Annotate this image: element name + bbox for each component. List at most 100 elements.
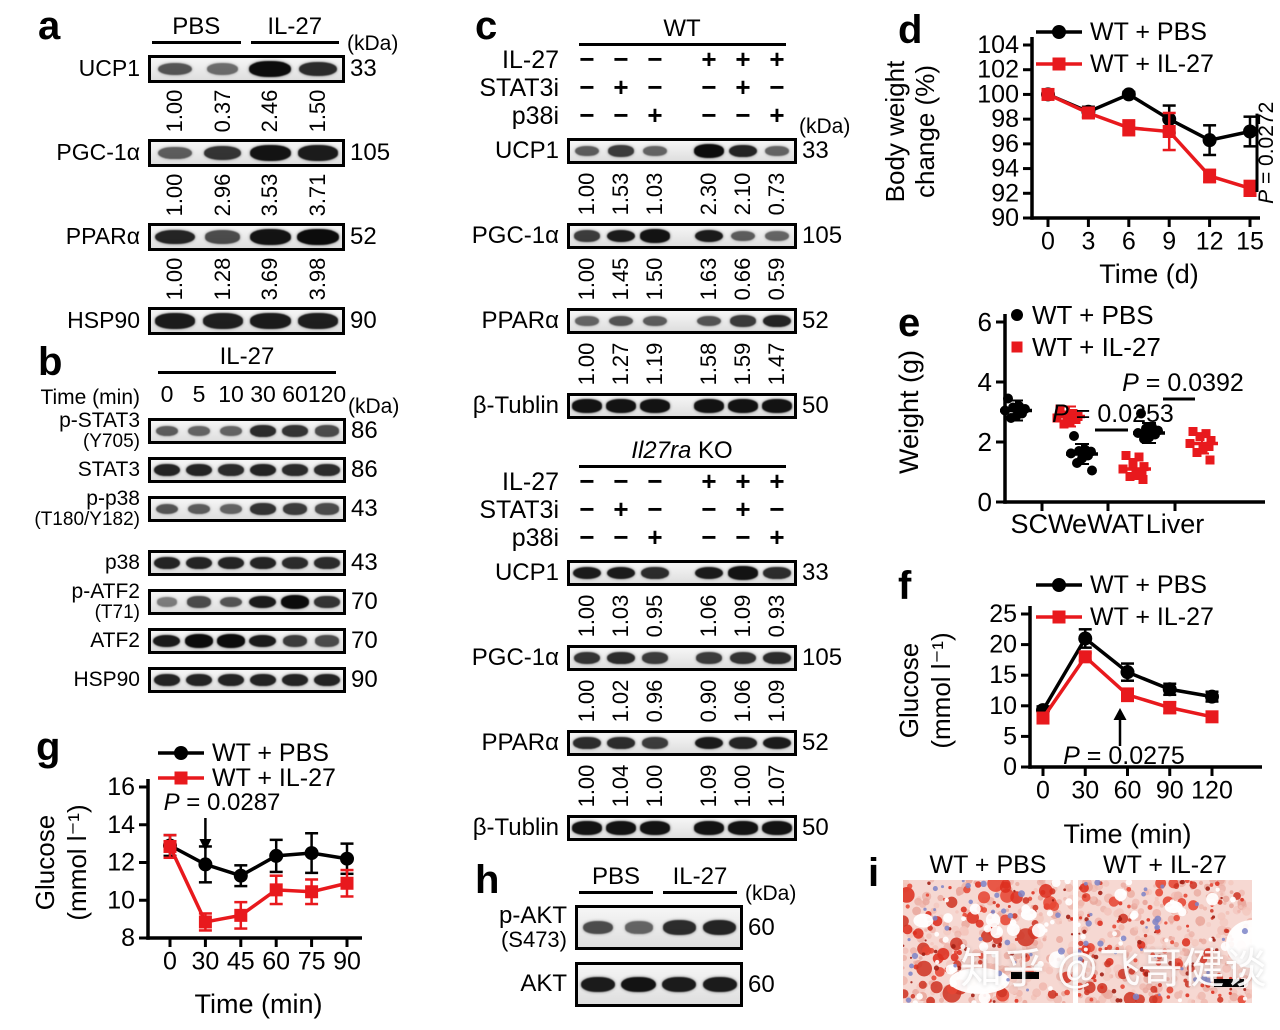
blot-band — [606, 566, 636, 580]
x-tick-label: 0 — [163, 948, 177, 976]
data-point-square — [1206, 436, 1216, 445]
lipid-droplet — [1184, 880, 1190, 884]
lipid-droplet — [1228, 991, 1232, 995]
tissue-cell — [1242, 906, 1251, 916]
x-axis-title: Time (min) — [1064, 819, 1192, 849]
treatment-sign: − — [613, 100, 629, 130]
blot-band — [762, 399, 792, 413]
data-point-circle — [269, 848, 284, 863]
histology-texture — [903, 880, 1073, 1003]
panel-letter-a: a — [38, 4, 61, 48]
lipid-droplet-dark — [992, 1000, 996, 1003]
blot-band — [765, 230, 789, 242]
x-tick-label: 60 — [262, 948, 290, 976]
glucose-itt-chart: 8 10 12 14 16 0 30 45 60 75 90 Time (min) Glucose (mm… — [30, 720, 465, 1025]
quant-value: 1.09 — [696, 764, 721, 807]
y-tick-label: 12 — [107, 849, 135, 877]
tissue-cell — [1245, 992, 1252, 999]
lipid-droplet — [931, 975, 937, 981]
quant-value: 1.00 — [161, 257, 187, 301]
quant-value: 2.10 — [730, 172, 755, 215]
data-point-circle — [1120, 665, 1135, 680]
x-tick-label: 60 — [1114, 777, 1142, 805]
tissue-cell — [1228, 880, 1234, 886]
lipid-droplet — [926, 996, 935, 1003]
blot-box — [148, 139, 345, 167]
tissue-cell — [1107, 931, 1114, 938]
y-tick-label: 6 — [978, 307, 992, 337]
nucleus — [1193, 977, 1198, 982]
time-axis-label: Time (min) — [40, 386, 140, 409]
tissue-cell — [939, 997, 944, 1003]
tissue-cell — [1193, 889, 1202, 897]
lipid-droplet — [950, 953, 959, 962]
tissue-cell — [1036, 880, 1044, 886]
lipid-droplet — [1047, 989, 1057, 999]
blot-box — [148, 55, 345, 83]
tissue-cell — [1013, 950, 1023, 960]
quant-value: 0.96 — [642, 679, 667, 722]
protein-label: β-Tublin — [472, 813, 559, 841]
quant-value: 0.90 — [696, 679, 721, 722]
lipid-droplet — [1100, 985, 1104, 990]
kda-value: 52 — [802, 729, 829, 756]
data-point-square — [163, 839, 177, 853]
legend-label: WT + PBS — [1032, 300, 1154, 330]
panel-c: c WT IL-27− − − + + + STAT3i − + − − + − p38i − − + − − + (kD… — [465, 6, 880, 856]
tissue-cell — [1167, 915, 1176, 923]
data-point-square — [1205, 710, 1219, 724]
y-tick-label: 96 — [991, 130, 1019, 158]
y-tick-label: 14 — [107, 811, 135, 839]
lipid-droplet — [1079, 883, 1089, 893]
void — [1078, 922, 1081, 928]
blot-box — [567, 393, 797, 419]
protein-label: PPARα — [65, 223, 140, 250]
blot-band — [694, 736, 724, 750]
blot-band — [695, 652, 723, 664]
lipid-droplet — [1104, 946, 1108, 951]
tissue-cell — [1118, 924, 1125, 931]
blot-box — [567, 223, 797, 249]
quant-value: 1.04 — [608, 764, 633, 807]
blot-band — [573, 230, 601, 242]
lipid-droplet-dark — [1229, 987, 1233, 991]
lipid-droplet — [925, 893, 930, 897]
blot-band — [728, 144, 758, 158]
nucleus — [1143, 887, 1148, 892]
scale-bar — [1011, 972, 1039, 979]
nucleus — [980, 880, 987, 888]
treatment-sign: − — [647, 494, 663, 524]
quant-value: 3.98 — [305, 257, 331, 301]
tissue-cell — [1142, 899, 1148, 906]
tissue-cell — [1161, 944, 1167, 949]
data-point-circle — [1052, 25, 1066, 39]
kda-value: 105 — [350, 139, 391, 166]
lipid-droplet-dark — [1118, 998, 1123, 1003]
tissue-cell — [1202, 906, 1208, 911]
lipid-droplet-dark — [951, 944, 956, 949]
lipid-droplet-dark — [1099, 972, 1104, 977]
nucleus — [1013, 960, 1017, 964]
lipid-droplet — [903, 915, 909, 927]
kda-value: 60 — [748, 970, 775, 998]
y-axis-title: Glucose — [30, 815, 60, 910]
y-tick-label: 94 — [991, 155, 1019, 183]
data-point-circle — [1087, 465, 1097, 476]
blot-box — [575, 962, 743, 1007]
lipid-droplet — [1098, 947, 1103, 952]
tissue-cell — [1102, 972, 1112, 981]
histology-image-il27 — [1078, 880, 1252, 1003]
data-point-square — [1081, 106, 1095, 120]
lipid-droplet — [1126, 886, 1132, 892]
treatment-sign: − — [647, 466, 663, 496]
lipid-droplet — [1162, 948, 1168, 954]
series-line — [1047, 92, 1251, 191]
panel-letter-i: i — [868, 851, 880, 895]
treatment-sign: − — [735, 100, 751, 130]
tissue-cell — [1219, 954, 1229, 965]
tissue-cell — [903, 976, 908, 986]
quant-value: 1.06 — [696, 594, 721, 637]
legend-label: WT + IL-27 — [1090, 603, 1214, 631]
tissue-cell — [1038, 982, 1048, 991]
